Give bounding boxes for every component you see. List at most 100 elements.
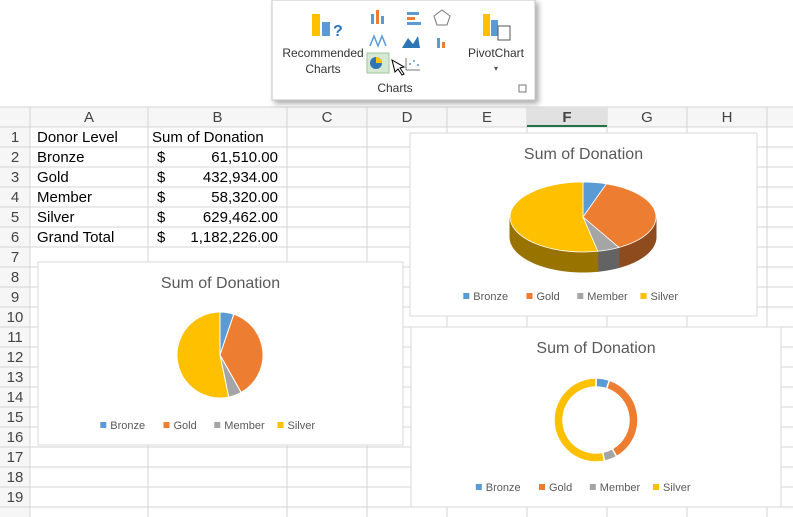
legend-swatch: [463, 293, 470, 299]
button-label: Charts: [305, 62, 340, 76]
row-header[interactable]: 13: [7, 369, 24, 386]
pivotchart-button[interactable]: PivotChart ▾: [468, 14, 525, 73]
icon: [442, 42, 445, 48]
icon: [407, 22, 421, 25]
cell-amount: 58,320.00: [211, 189, 278, 206]
icon: [433, 9, 451, 26]
chart-type-buttons[interactable]: [366, 9, 451, 76]
legend-swatch: [475, 484, 482, 490]
column-header[interactable]: F: [562, 109, 571, 126]
icon: [407, 17, 415, 20]
legend-label: Gold: [537, 291, 560, 303]
row-header[interactable]: 19: [7, 489, 24, 506]
icon: [371, 14, 374, 24]
legend-label: Member: [224, 420, 265, 432]
legend-label: Member: [600, 482, 641, 494]
cell-amount: 61,510.00: [211, 149, 278, 166]
legend-label: Bronze: [110, 420, 145, 432]
row-header[interactable]: 16: [7, 429, 24, 446]
icon: [376, 57, 382, 63]
row-header[interactable]: 14: [7, 389, 24, 406]
doughnut-segment: [553, 377, 606, 463]
legend-label: Bronze: [486, 482, 521, 494]
row-header[interactable]: 5: [11, 209, 19, 226]
selected-column-header: [527, 107, 607, 127]
icon: [409, 63, 411, 65]
icon: [312, 14, 320, 36]
icon: [381, 16, 384, 24]
pie-slice: [176, 311, 230, 399]
recommended-charts-button[interactable]: ? Recommended Charts: [282, 14, 364, 76]
cell-text: Silver: [37, 209, 75, 226]
row-header-bar: [0, 127, 30, 517]
chart: Sum of Donation Bronze Gold Member Silver: [410, 326, 782, 508]
column-header[interactable]: E: [482, 109, 492, 126]
chart: Sum of Donation Bronze Gold Member Silver: [409, 132, 758, 317]
row-header[interactable]: 15: [7, 409, 24, 426]
row-header[interactable]: 3: [11, 169, 19, 186]
row-header[interactable]: 9: [11, 289, 19, 306]
legend-label: Silver: [663, 482, 691, 494]
row-header[interactable]: 18: [7, 469, 24, 486]
column-header[interactable]: H: [722, 109, 733, 126]
chart-title: Sum of Donation: [524, 146, 643, 163]
legend-swatch: [640, 293, 647, 299]
legend-label: Silver: [288, 420, 316, 432]
pie-slice: [219, 313, 264, 394]
column-header[interactable]: D: [402, 109, 413, 126]
cell-text: Gold: [37, 169, 69, 186]
legend-swatch: [163, 422, 170, 428]
row-header[interactable]: 4: [11, 189, 19, 206]
row-header[interactable]: 1: [11, 129, 19, 146]
cell-currency: $: [157, 149, 166, 166]
column-header[interactable]: B: [212, 109, 222, 126]
cell-currency: $: [157, 209, 166, 226]
column-header[interactable]: A: [84, 109, 94, 126]
cell-amount: 432,934.00: [203, 169, 278, 186]
icon: [413, 60, 415, 62]
icon: [402, 36, 420, 48]
cell-amount: 629,462.00: [203, 209, 278, 226]
icon: [407, 12, 419, 15]
cell-currency: $: [157, 189, 166, 206]
icon: [417, 64, 419, 66]
icon: [369, 33, 387, 49]
legend-swatch: [653, 484, 659, 490]
column-header[interactable]: C: [322, 109, 333, 126]
button-label: PivotChart: [468, 46, 525, 60]
chart-title: Sum of Donation: [161, 275, 280, 292]
cell-currency: $: [157, 169, 166, 186]
column-header-bar: [0, 107, 793, 127]
button-label: Recommended: [282, 46, 363, 60]
icon: [497, 25, 511, 41]
cell-amount: 1,182,226.00: [190, 229, 278, 246]
legend-swatch: [577, 293, 584, 299]
row-header[interactable]: 7: [11, 249, 19, 266]
row-header[interactable]: 2: [11, 149, 19, 166]
legend-swatch: [526, 293, 533, 299]
cell-text: Donor Level: [37, 129, 118, 146]
chart: Sum of Donation Bronze Gold Member Silver: [37, 261, 404, 446]
cell-currency: $: [157, 229, 166, 246]
row-header[interactable]: 17: [7, 449, 24, 466]
row-header[interactable]: 10: [7, 309, 24, 326]
icon: [437, 38, 440, 48]
legend-label: Bronze: [473, 291, 508, 303]
ribbon: ? Recommended Charts: [271, 0, 536, 101]
column-header[interactable]: G: [641, 109, 653, 126]
row-header[interactable]: 12: [7, 349, 24, 366]
icon: [376, 10, 379, 24]
row-header[interactable]: 6: [11, 229, 19, 246]
chart-title: Sum of Donation: [536, 340, 655, 357]
cell-text: Member: [37, 189, 92, 206]
cell-text: Bronze: [37, 149, 85, 166]
dialog-launcher[interactable]: [518, 84, 527, 93]
row-header[interactable]: 8: [11, 269, 19, 286]
pie-slice: [582, 183, 657, 248]
icon: [322, 22, 330, 36]
row-header[interactable]: 11: [7, 329, 23, 346]
dropdown-arrow: ▾: [494, 64, 498, 73]
charts: Sum of Donation Bronze Gold Member Silver Sum…: [37, 132, 782, 508]
